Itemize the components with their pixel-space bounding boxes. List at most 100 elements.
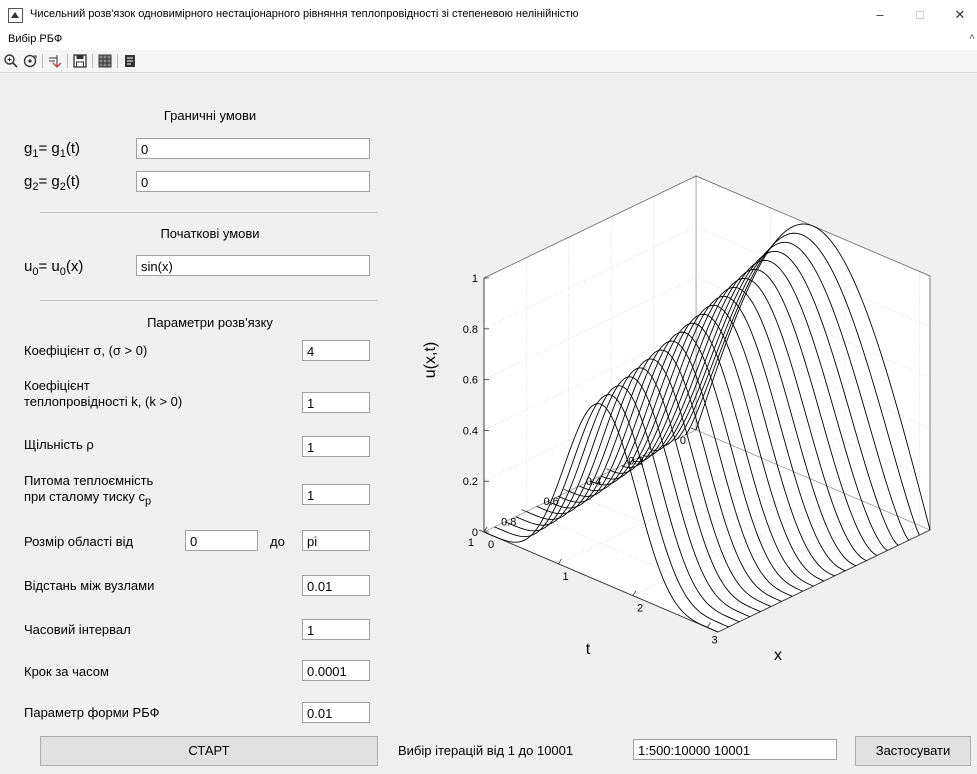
toolbar: [0, 50, 977, 73]
t-tick: [690, 427, 697, 431]
apply-button[interactable]: Застосувати: [855, 736, 971, 766]
solution-curve: [611, 295, 846, 572]
x-tick: [558, 558, 562, 565]
z-axis-label: u(x,t): [422, 342, 439, 378]
domain-label: Розмір області від: [24, 534, 134, 549]
section-divider: [40, 212, 378, 213]
params-heading: Параметри розв'язку: [147, 315, 273, 330]
save-icon[interactable]: [72, 53, 88, 69]
solution-curve: [494, 394, 729, 628]
z-tick-label: 0.4: [463, 425, 478, 437]
shape-param-input[interactable]: 0.01: [302, 702, 370, 723]
solution-curve: [632, 277, 867, 562]
x-axis-label: x: [774, 647, 782, 664]
cp-label-line2: при сталому тиску cp: [24, 489, 152, 508]
x-tick: [483, 526, 488, 533]
rotate-3d-icon[interactable]: [22, 53, 38, 69]
toolbar-separator: [42, 54, 43, 68]
window-title: Чисельний розв'язок одновимірного нестац…: [30, 8, 579, 20]
solution-curve: [621, 286, 856, 567]
domain-to-input[interactable]: pi: [302, 530, 370, 551]
grid-line: [707, 525, 920, 628]
g2-input[interactable]: 0: [136, 171, 370, 192]
z-tick-label: 0.2: [463, 476, 478, 488]
solution-curves: [483, 223, 931, 633]
menu-bar: Вибір РБФ ˄: [0, 30, 977, 50]
g1-label: g1= g1(t): [24, 140, 81, 161]
property-editor-icon[interactable]: [122, 53, 138, 69]
solution-curve: [674, 241, 910, 541]
grid-line: [483, 277, 697, 380]
t-tick: [521, 509, 527, 512]
g2-label: g2= g2(t): [24, 173, 81, 194]
grid-line: [695, 277, 931, 378]
sigma-input[interactable]: 4: [302, 340, 370, 361]
iterations-input[interactable]: 1:500:10000 10001: [633, 739, 837, 760]
grid-line: [653, 450, 888, 551]
t-tick: [563, 488, 569, 492]
g1-input[interactable]: 0: [136, 138, 370, 159]
grid-icon[interactable]: [97, 53, 113, 69]
t-tick-label: 0.4: [586, 476, 601, 488]
shape-param-label: Параметр форми РБФ: [24, 705, 160, 720]
grid-line: [483, 328, 697, 431]
u0-label: u0= u0(x): [24, 258, 84, 279]
t-tick-label: 0.6: [544, 496, 559, 508]
x-tick-label: 0: [488, 539, 494, 551]
solution-curve: [653, 259, 888, 551]
time-step-label: Крок за часом: [24, 664, 109, 679]
solution-curve: [505, 385, 740, 623]
grid-line: [695, 226, 931, 328]
data-cursor-icon[interactable]: [47, 53, 63, 69]
toolbar-separator: [67, 54, 68, 68]
x-tick-label: 2: [637, 603, 643, 615]
time-step-input[interactable]: 0.0001: [302, 660, 370, 681]
close-button[interactable]: ✕: [954, 7, 966, 22]
solution-curve: [589, 313, 825, 582]
z-tick-label: 1: [472, 273, 478, 285]
menu-rbf-select[interactable]: Вибір РБФ: [8, 33, 63, 45]
boundary-heading: Граничні умови: [163, 108, 257, 123]
domain-to-label: до: [270, 534, 285, 549]
t-tick-label: 0.2: [628, 455, 643, 467]
t-tick: [478, 529, 485, 533]
rho-input[interactable]: 1: [302, 436, 370, 457]
x-tick: [707, 622, 711, 628]
cp-input[interactable]: 1: [302, 484, 370, 505]
grid-line: [568, 490, 803, 592]
maximize-button[interactable]: □: [916, 7, 924, 22]
app-icon: [8, 8, 23, 23]
solution-curve: [547, 349, 782, 602]
solution-curve: [483, 403, 719, 633]
zoom-in-icon[interactable]: [3, 53, 19, 69]
x-tick-label: 1: [562, 571, 568, 583]
title-bar: Чисельний розв'язок одновимірного нестац…: [0, 0, 977, 30]
grid-line: [526, 511, 761, 612]
grid-line: [483, 226, 697, 330]
grid-line: [632, 493, 846, 596]
initial-heading: Початкові умови: [160, 226, 260, 241]
axis-line: [483, 175, 697, 279]
start-button[interactable]: СТАРТ: [40, 736, 378, 766]
step-x-input[interactable]: 0.01: [302, 575, 370, 596]
k-input[interactable]: 1: [302, 392, 370, 413]
rho-label: Щільність ρ: [24, 437, 94, 452]
grid-line: [611, 470, 846, 572]
cp-label-line1: Питома теплоємність: [24, 473, 154, 488]
solution-curve: [579, 322, 814, 587]
t-tick-label: 0: [680, 435, 686, 447]
x-tick-label: 3: [711, 634, 717, 646]
t-tick: [648, 448, 654, 451]
section-divider: [40, 300, 378, 301]
time-interval-input[interactable]: 1: [302, 619, 370, 640]
x-tick: [632, 590, 637, 596]
solution-curve: [642, 268, 878, 556]
minimize-button[interactable]: –: [876, 7, 884, 22]
u0-input[interactable]: sin(x): [136, 255, 370, 276]
domain-from-input[interactable]: 0: [185, 530, 258, 551]
t-tick-label: 1: [468, 537, 474, 549]
menu-collapse-icon[interactable]: ˄: [969, 32, 975, 43]
sigma-label: Коефіцієнт σ, (σ > 0): [24, 343, 148, 358]
